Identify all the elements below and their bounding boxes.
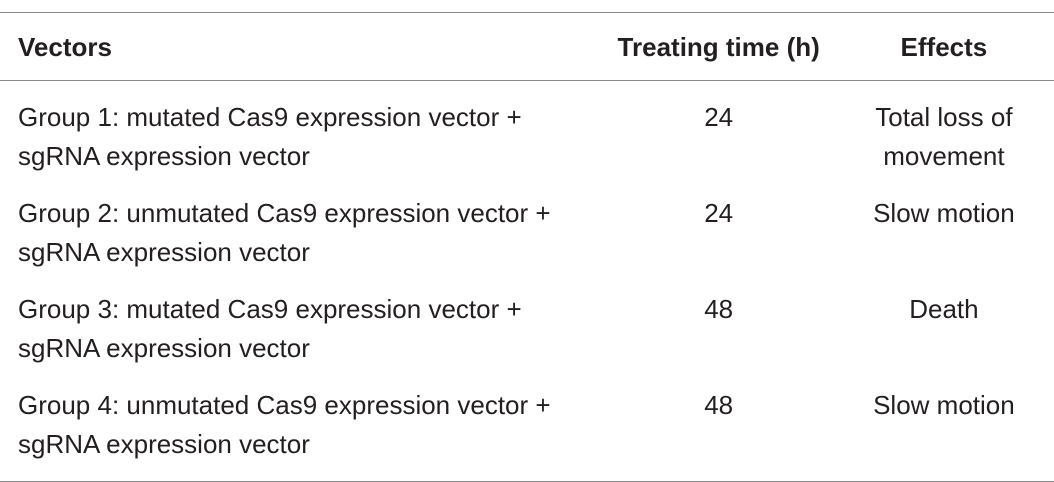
table-body: Group 1: mutated Cas9 expression vector … xyxy=(0,81,1054,482)
table-cell: Slow motion xyxy=(843,377,1054,482)
table-row: Group 1: mutated Cas9 expression vector … xyxy=(0,81,1054,186)
table-cell: Total loss of movement xyxy=(875,102,1013,171)
table-cell: Group 2: unmutated Cas9 expression vecto… xyxy=(18,198,551,267)
header-cell: Effects xyxy=(843,12,1054,81)
table-cell: Group 1: mutated Cas9 expression vector … xyxy=(18,102,522,171)
header-cell: Vectors xyxy=(0,12,594,81)
table-row: Group 4: unmutated Cas9 expression vecto… xyxy=(0,377,1054,482)
table-header: Vectors Treating time (h) Effects xyxy=(0,12,1054,81)
header-row: Vectors Treating time (h) Effects xyxy=(0,12,1054,81)
data-table: Vectors Treating time (h) Effects Group … xyxy=(0,12,1054,482)
table-cell: Slow motion xyxy=(873,198,1015,228)
table-cell: 24 xyxy=(704,102,734,132)
table-cell: Death xyxy=(909,294,979,324)
table-cell: Group 3: mutated Cas9 expression vector … xyxy=(18,294,522,363)
table-cell: 24 xyxy=(704,198,734,228)
table-container: Vectors Treating time (h) Effects Group … xyxy=(0,12,1054,482)
table-cell: Group 4: unmutated Cas9 expression vecto… xyxy=(0,377,594,482)
table-row: Group 3: mutated Cas9 expression vector … xyxy=(0,281,1054,377)
header-cell: Treating time (h) xyxy=(593,12,844,81)
table-cell: 48 xyxy=(704,294,734,324)
table-cell: 48 xyxy=(593,377,844,482)
page: {"table": { "header": ["Vectors", "Treat… xyxy=(0,12,1054,482)
table-row: Group 2: unmutated Cas9 expression vecto… xyxy=(0,185,1054,281)
